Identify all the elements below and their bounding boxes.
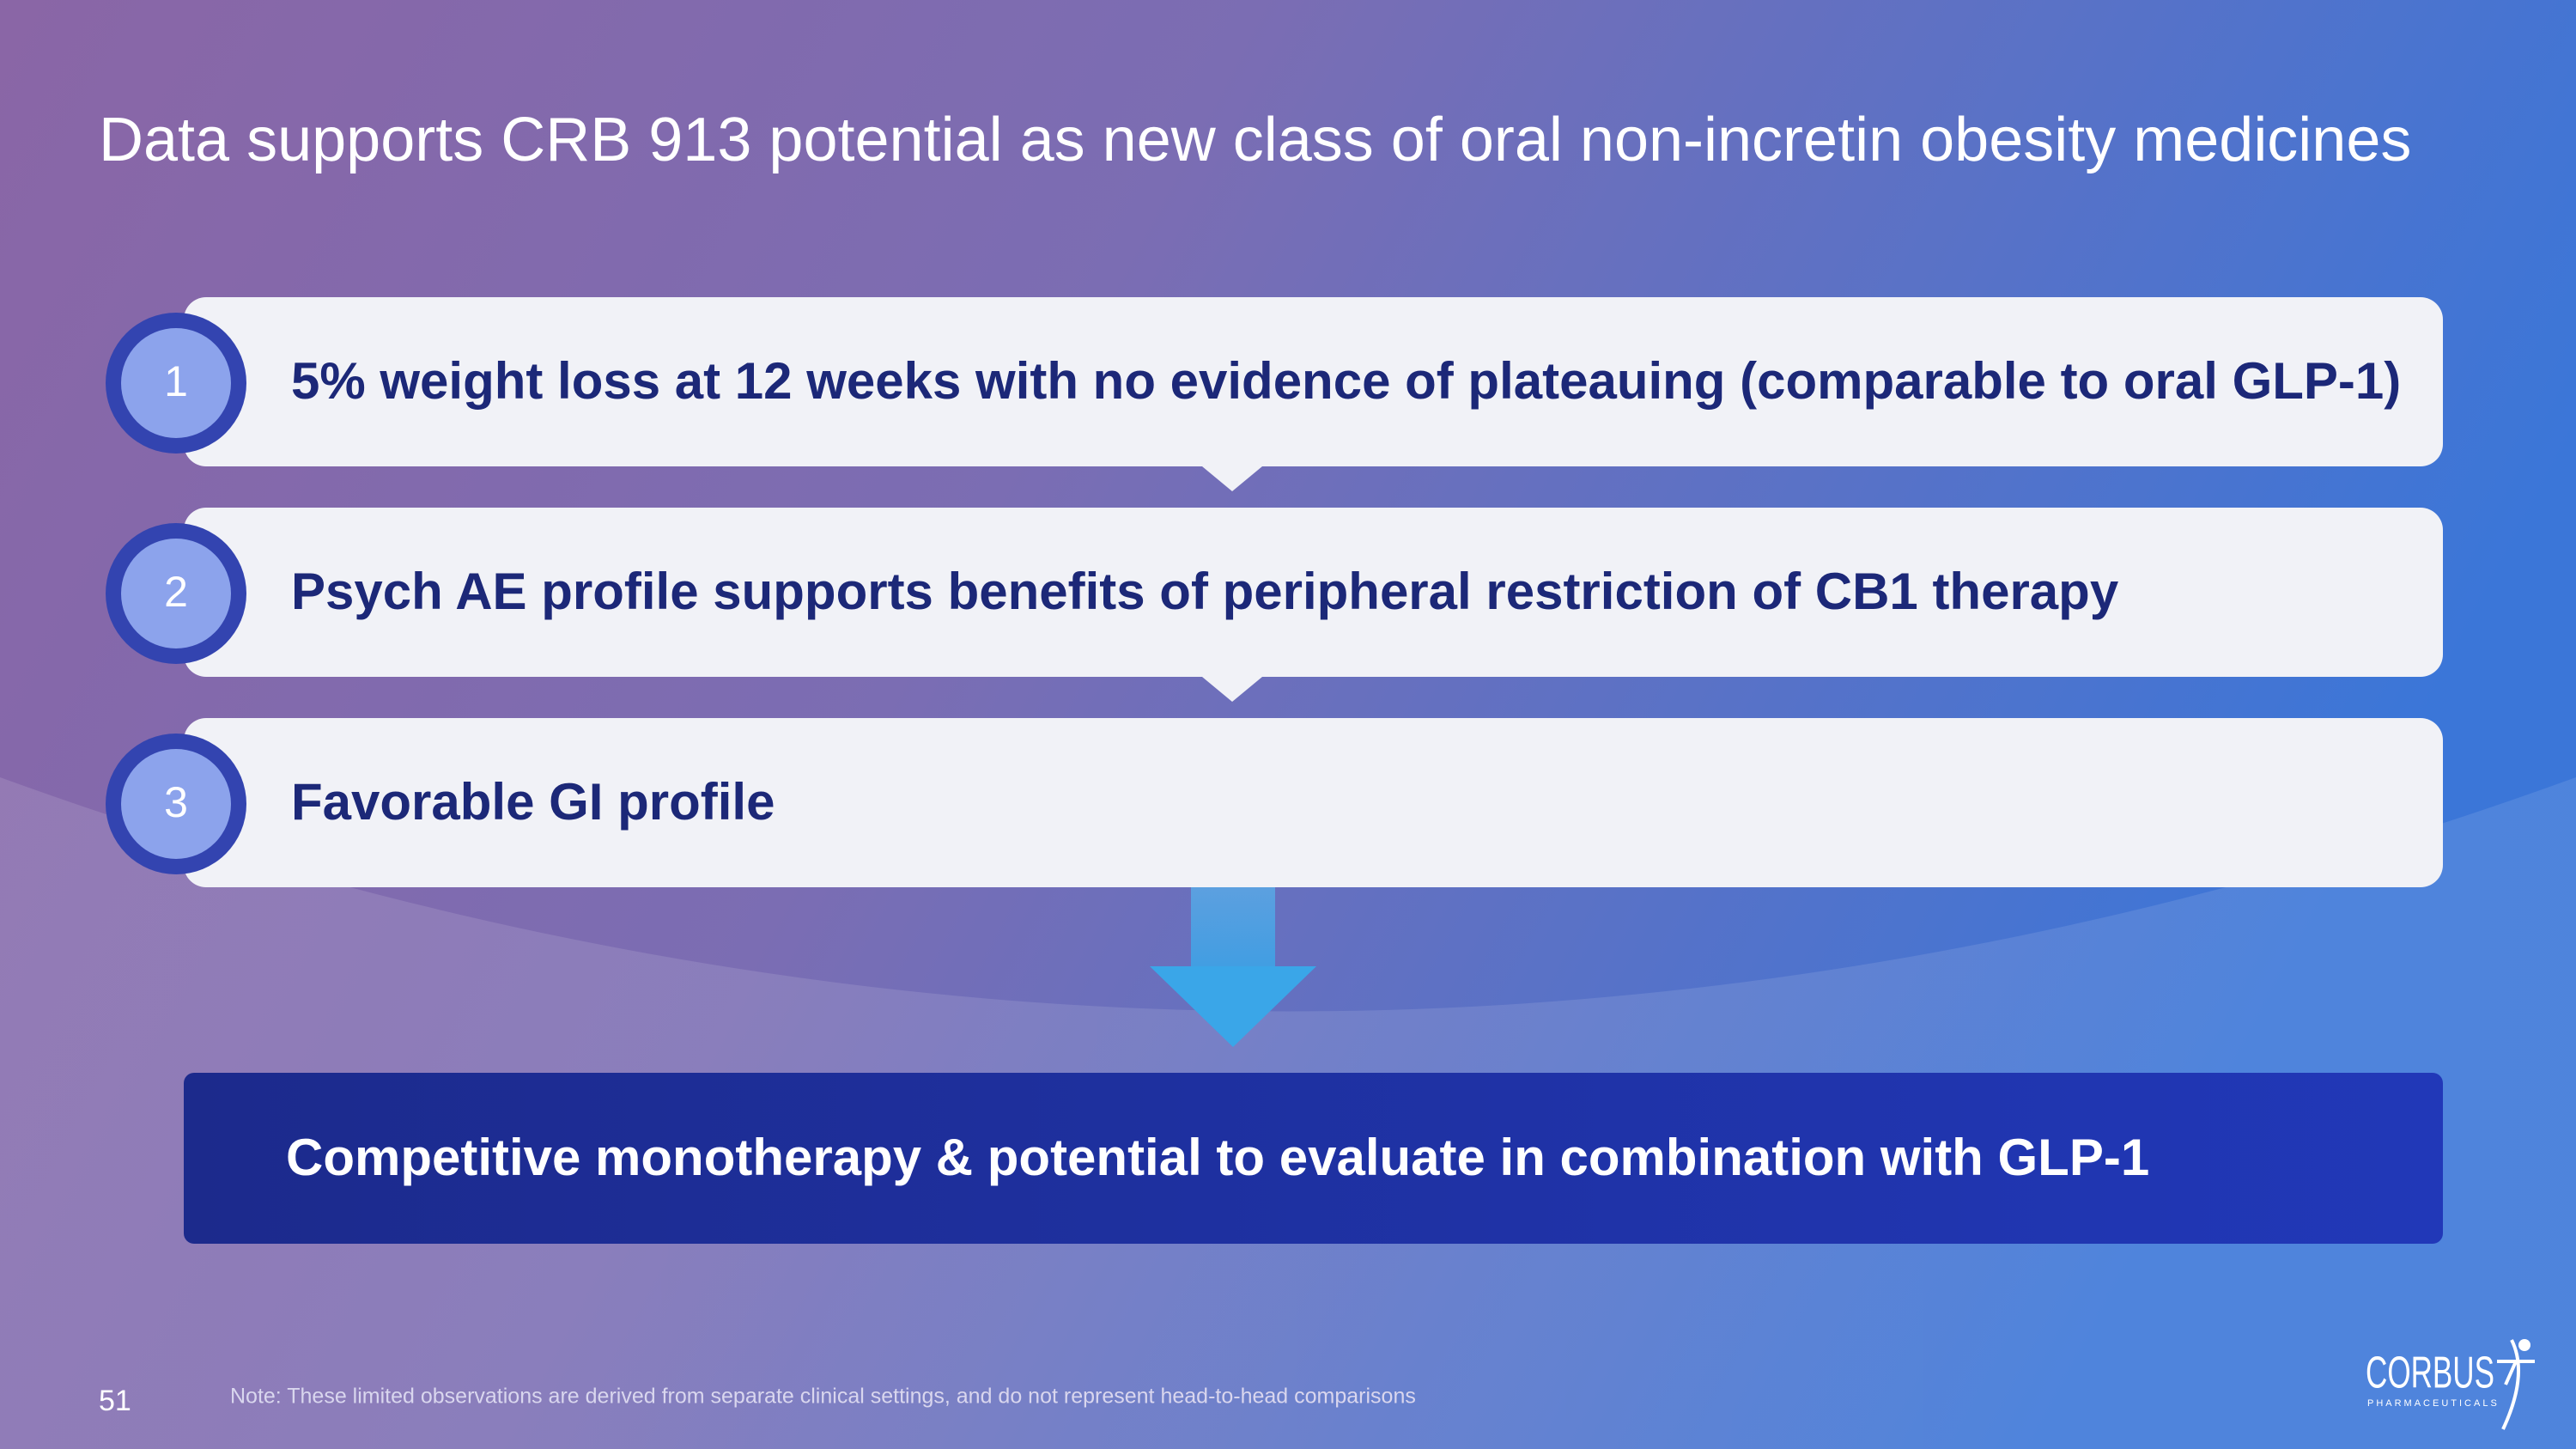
item-number: 2 bbox=[164, 568, 188, 616]
conclusion-text: Competitive monotherapy & potential to e… bbox=[286, 1129, 2149, 1186]
number-circle bbox=[121, 328, 231, 438]
footnote: Note: These limited observations are der… bbox=[230, 1385, 1416, 1409]
page-number: 51 bbox=[99, 1385, 131, 1417]
arrow-shaft bbox=[1191, 887, 1275, 969]
item-text: Favorable GI profile bbox=[291, 773, 775, 831]
number-circle bbox=[121, 749, 231, 859]
arrow-head bbox=[1150, 966, 1316, 1047]
logo-name: CORBUS bbox=[2366, 1349, 2494, 1398]
number-circle bbox=[121, 539, 231, 648]
logo-subtitle: PHARMACEUTICALS bbox=[2367, 1398, 2500, 1409]
item-card bbox=[184, 297, 2443, 466]
title: Data supports CRB 913 potential as new c… bbox=[99, 106, 2411, 174]
item-card bbox=[184, 508, 2443, 677]
item-text: 5% weight loss at 12 weeks with no evide… bbox=[291, 352, 2401, 410]
item-card bbox=[184, 718, 2443, 887]
conclusion-box bbox=[184, 1073, 2443, 1244]
item-text: Psych AE profile supports benefits of pe… bbox=[291, 563, 2119, 620]
logo-figure bbox=[2497, 1339, 2535, 1430]
logo-head bbox=[2518, 1339, 2530, 1351]
item-number: 3 bbox=[164, 778, 188, 826]
card-pointer bbox=[1202, 677, 1262, 702]
card-pointer bbox=[1202, 466, 1262, 491]
item-number: 1 bbox=[164, 357, 188, 405]
